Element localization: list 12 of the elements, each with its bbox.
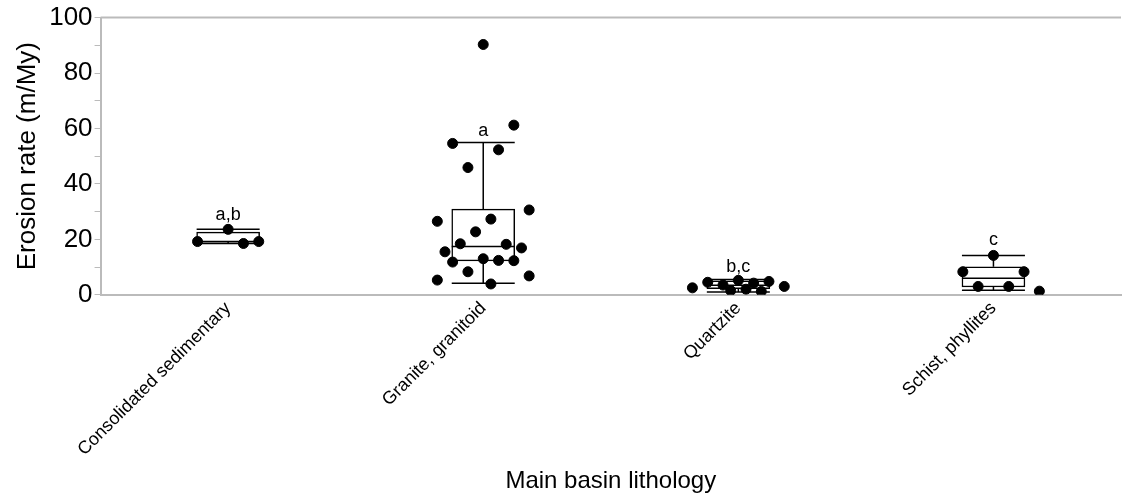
y-tick-label: 20: [63, 222, 93, 253]
annotation: a: [478, 119, 490, 140]
y-tick-label: 80: [63, 56, 93, 87]
y-tick-label: 100: [49, 0, 93, 31]
y-tick-label: 60: [63, 111, 93, 142]
annotation: b,c: [726, 256, 751, 277]
annotation: a,b: [215, 204, 241, 225]
y-tick-label: 0: [78, 277, 93, 308]
y-tick-label: 40: [63, 167, 93, 198]
x-axis-title: Main basin lithology: [505, 466, 717, 494]
y-axis-title: Erosion rate (m/My): [10, 42, 41, 271]
annotation: c: [988, 229, 998, 249]
